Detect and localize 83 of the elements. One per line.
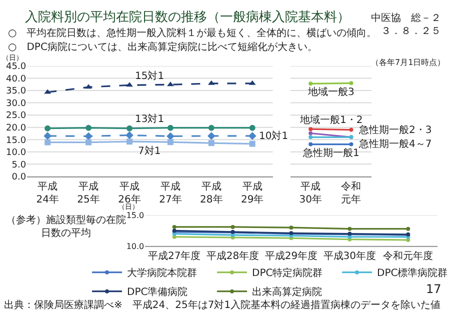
- point: [308, 127, 313, 132]
- text: ３．８．２５: [381, 26, 441, 37]
- point: [249, 124, 256, 131]
- series-label: 急性期一般2・3: [358, 124, 432, 136]
- point: [230, 224, 235, 229]
- series-label: 10対1: [259, 130, 288, 142]
- point: [85, 84, 92, 89]
- x-tick-label: 平成29年度: [264, 250, 318, 262]
- x-tick-label: 平成27年度: [148, 250, 201, 262]
- point: [208, 140, 214, 146]
- point: [289, 226, 294, 230]
- point: [308, 135, 313, 140]
- x-tick-label: 平成30年: [299, 180, 322, 206]
- point: [86, 124, 92, 131]
- legend-label: 大学病院本院群: [127, 267, 197, 280]
- y-tick-label: 10.0: [126, 242, 144, 251]
- point: [172, 234, 176, 239]
- point: [126, 131, 134, 140]
- point: [167, 139, 174, 146]
- series-label: 13対1: [135, 113, 164, 125]
- x-tick-label: 平成24年: [36, 180, 59, 206]
- chart-title: 入院料別の平均在院日数の推移（一般病棟入院基本料）: [25, 10, 350, 25]
- point: [308, 131, 313, 136]
- legend-label: DPC標準病院群: [377, 267, 448, 280]
- point: [208, 132, 216, 140]
- series-label: 急性期一般4～7: [358, 138, 432, 150]
- point: [86, 139, 92, 146]
- x-tick-label: 令和元年度: [383, 250, 434, 262]
- series-label: 急性期一般1: [302, 147, 360, 159]
- x-tick-label: 平成29年: [240, 180, 264, 206]
- point: [349, 128, 354, 132]
- point: [44, 139, 51, 146]
- x-tick-label: 平成30年度: [323, 250, 376, 262]
- point: [308, 82, 313, 86]
- y-tick-label: 10.0: [6, 148, 26, 158]
- point: [249, 140, 256, 147]
- point: [248, 132, 256, 140]
- legend-label: DPC準備病院: [127, 286, 188, 298]
- point: [44, 125, 51, 132]
- point: [208, 124, 214, 131]
- point: [349, 142, 354, 146]
- y-tick-label: 15.0: [6, 136, 26, 146]
- series-label: 地域一般1・2: [299, 114, 363, 126]
- y-tick-label: 40.0: [6, 74, 26, 84]
- y-tick-label: 25.0: [6, 111, 26, 122]
- text: （参考）施設類型毎の在院日数の平均: [6, 214, 126, 239]
- series-label: 地域一般3: [307, 86, 354, 98]
- point: [172, 224, 176, 229]
- point: [348, 226, 352, 231]
- y-tick-label: 15.0: [126, 210, 144, 220]
- y-tick-label: 20.0: [6, 124, 26, 134]
- x-tick-label: 平成27年: [159, 180, 182, 206]
- point: [126, 125, 132, 132]
- x-tick-label: 平成28年: [200, 180, 223, 206]
- point: [349, 81, 354, 86]
- point: [348, 234, 352, 239]
- text: 17: [426, 282, 442, 296]
- point: [84, 132, 92, 140]
- series-label: 15対1: [135, 70, 164, 82]
- text: ○ DPC病院については、出来高算定病院に比べて短縮化が大きい。: [8, 41, 318, 53]
- series-label: 7対1: [138, 145, 161, 157]
- y-tick-label: 45.0: [6, 62, 26, 72]
- x-tick-label: 平成28年度: [206, 250, 260, 262]
- y-tick-label: 30.0: [6, 98, 26, 109]
- point: [44, 132, 52, 140]
- y-tick-label: 35.0: [6, 86, 26, 97]
- source-note: 出典：保険局医療課調べ: [4, 299, 114, 311]
- text: 中医協 総－２: [371, 12, 441, 24]
- point: [166, 132, 174, 140]
- point: [308, 142, 313, 146]
- x-tick-label: 令和元年: [341, 180, 362, 206]
- legend-label: DPC特定病院群: [252, 267, 323, 280]
- point: [406, 226, 410, 231]
- point: [126, 82, 133, 87]
- text: ○ 平均在院日数は、急性期一般入院料１が最も短く、全体的に、横ばいの傾向。: [8, 27, 377, 39]
- annotation: （各年7月1日時点）: [371, 58, 446, 67]
- y-tick-label: 0.0: [12, 172, 26, 183]
- legend-label: 出来高算定病院: [252, 286, 322, 298]
- y-tick-label: 5.0: [12, 160, 26, 170]
- x-tick-label: 平成25年: [77, 180, 100, 206]
- text: ※ 平成24、25年は7対1入院基本料の経過措置病棟のデータを除いた値: [114, 299, 441, 311]
- point: [167, 124, 174, 131]
- point: [126, 138, 132, 145]
